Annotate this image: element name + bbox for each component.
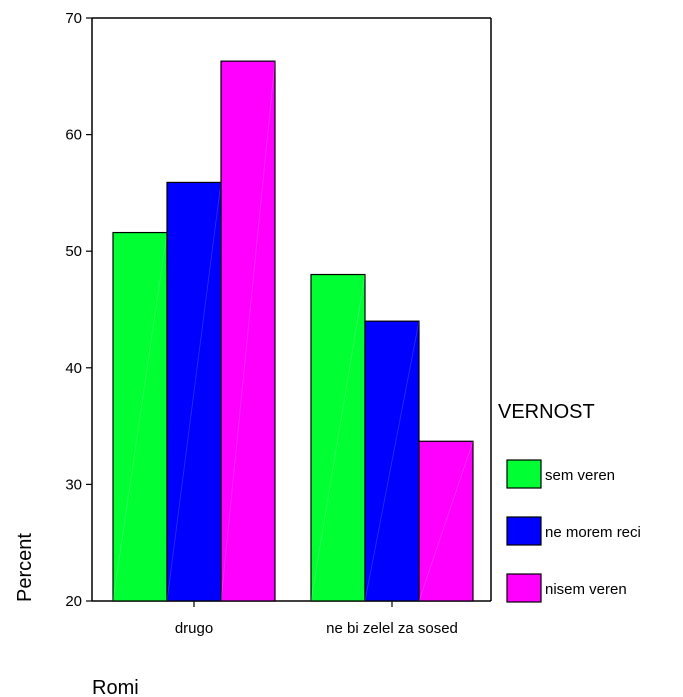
x-tick-label: drugo (175, 620, 213, 637)
legend-label: sem veren (545, 467, 615, 484)
legend-title: VERNOST (498, 401, 595, 423)
bar-diagonal-shade (112, 232, 168, 602)
y-tick-label: 40 (65, 360, 82, 377)
y-axis-title: Percent (14, 533, 36, 602)
legend: VERNOST sem veren ne morem reci nisem vere… (498, 401, 641, 603)
legend-swatch (506, 459, 542, 489)
x-tick-label: ne bi zelel za sosed (326, 620, 458, 637)
x-axis-title: Romi (92, 677, 139, 697)
bar-diagonal-shade (364, 321, 420, 602)
y-tick-label: 30 (65, 476, 82, 493)
bar-diagonal-shade (418, 441, 474, 602)
y-tick-label: 60 (65, 127, 82, 144)
legend-label: nisem veren (545, 581, 627, 598)
bar-nisem-veren-1 (220, 60, 276, 602)
legend-swatch (506, 516, 542, 546)
legend-label: ne morem reci (545, 524, 641, 541)
bar-diagonal-shade (220, 61, 276, 602)
y-tick-label: 20 (65, 593, 82, 610)
bar-nisem-veren-2 (418, 440, 474, 602)
bar-ne-morem-reci-1 (166, 181, 222, 602)
x-axis: drugo ne bi zelel za sosed (175, 601, 458, 637)
bar-ne-morem-reci-2 (364, 320, 420, 602)
bar-diagonal-shade (166, 182, 222, 602)
y-tick-label: 70 (65, 10, 82, 27)
bar-sem-veren-2 (310, 273, 366, 602)
legend-swatch (506, 573, 542, 603)
y-tick-label: 50 (65, 243, 82, 260)
y-axis: 20 30 40 50 60 70 (65, 10, 92, 610)
bars (112, 60, 474, 602)
bar-diagonal-shade (310, 274, 366, 602)
